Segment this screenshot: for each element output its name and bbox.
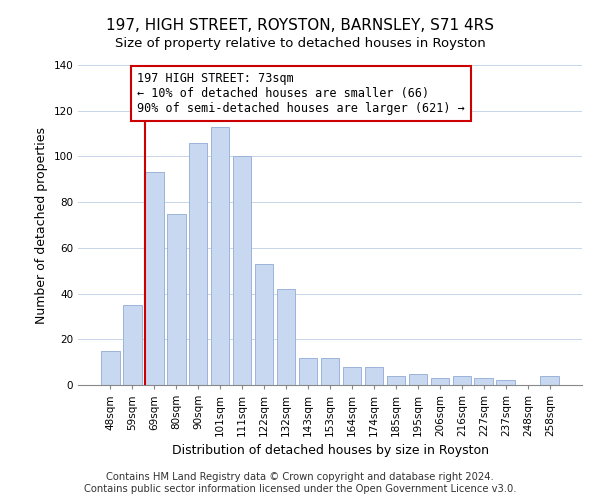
Bar — [320, 358, 340, 385]
Text: Size of property relative to detached houses in Royston: Size of property relative to detached ho… — [115, 38, 485, 51]
Text: 197 HIGH STREET: 73sqm
← 10% of detached houses are smaller (66)
90% of semi-det: 197 HIGH STREET: 73sqm ← 10% of detached… — [137, 72, 465, 115]
Bar — [365, 366, 383, 385]
Bar — [343, 366, 361, 385]
Bar — [452, 376, 471, 385]
X-axis label: Distribution of detached houses by size in Royston: Distribution of detached houses by size … — [172, 444, 488, 458]
Y-axis label: Number of detached properties: Number of detached properties — [35, 126, 48, 324]
Text: 197, HIGH STREET, ROYSTON, BARNSLEY, S71 4RS: 197, HIGH STREET, ROYSTON, BARNSLEY, S71… — [106, 18, 494, 32]
Bar — [541, 376, 559, 385]
Bar — [189, 142, 208, 385]
Bar — [431, 378, 449, 385]
Bar — [167, 214, 185, 385]
Bar — [255, 264, 274, 385]
Bar — [475, 378, 493, 385]
Bar — [145, 172, 164, 385]
Bar — [496, 380, 515, 385]
Bar — [101, 350, 119, 385]
Bar — [277, 289, 295, 385]
Bar — [409, 374, 427, 385]
Text: Contains HM Land Registry data © Crown copyright and database right 2024.
Contai: Contains HM Land Registry data © Crown c… — [84, 472, 516, 494]
Bar — [123, 305, 142, 385]
Bar — [299, 358, 317, 385]
Bar — [211, 126, 229, 385]
Bar — [386, 376, 405, 385]
Bar — [233, 156, 251, 385]
